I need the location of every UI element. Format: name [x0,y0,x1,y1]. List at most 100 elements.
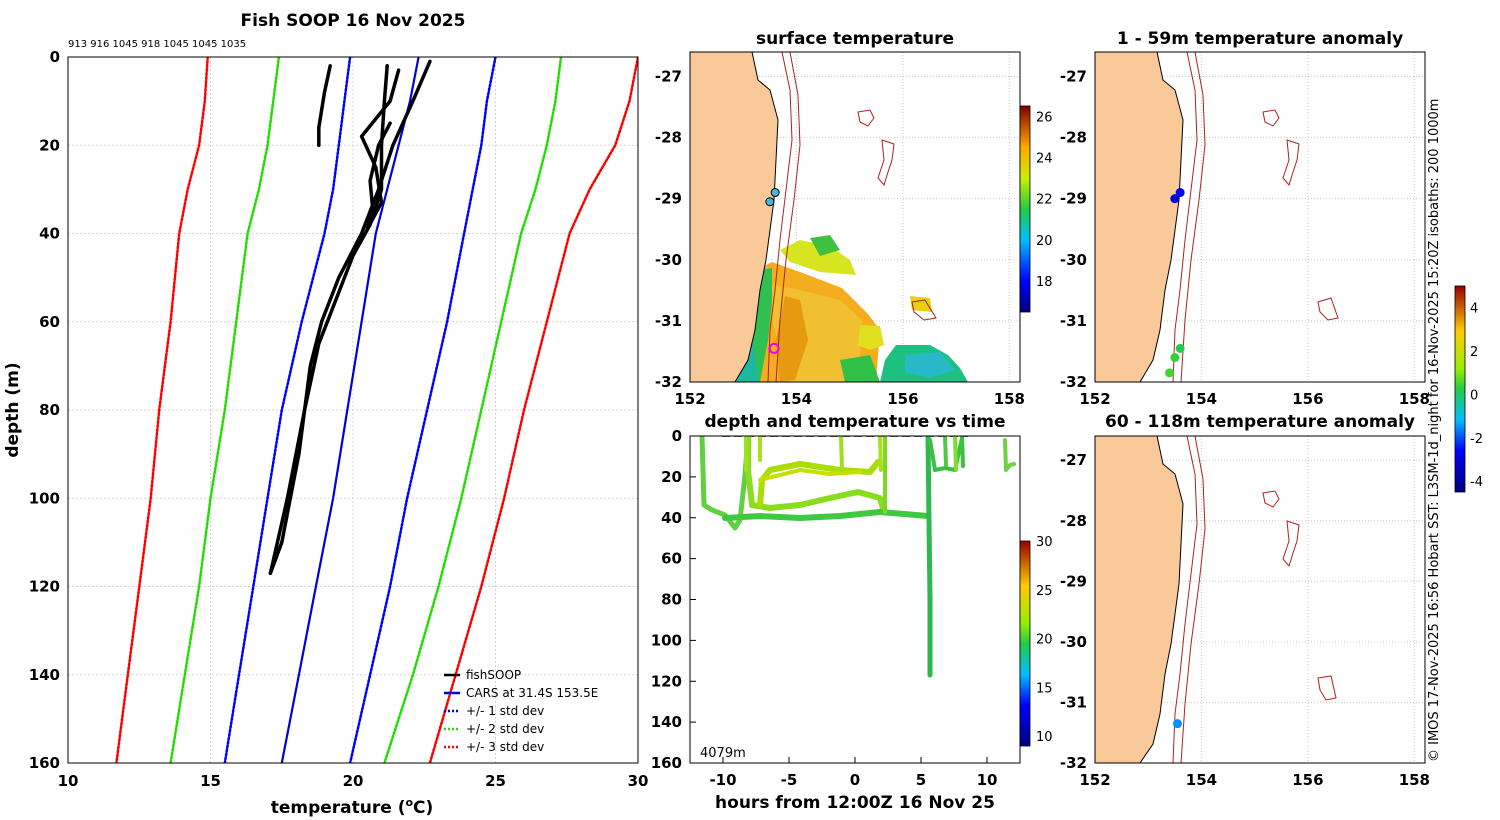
time-colorbar-tick: 15 [1036,681,1053,696]
time-tracks [699,436,1016,678]
time-ytick: 40 [661,509,682,527]
legend-entry: fishSOOP [466,668,521,682]
map-ytick: -28 [655,129,682,147]
anom2-points [1173,719,1182,729]
profile-series-line [115,57,209,763]
map-ytick: -28 [1060,129,1087,147]
anomaly-colorbar [1454,285,1466,493]
profile-xtick: 20 [343,772,364,790]
sst-colorbar-tick: 26 [1036,110,1053,125]
time-colorbar-tick: 10 [1036,730,1053,745]
time-annotation: 4079m [700,746,746,761]
anom1-dot [1170,353,1180,363]
profile-series-line [383,57,563,763]
legend-entry: +/- 2 std dev [466,722,544,736]
sst-colorbar-ticks: 18 20 22 24 26 [1036,110,1053,290]
map-ytick: -30 [1060,633,1087,651]
map-ytick: -27 [1060,451,1087,469]
time-ytick: 100 [651,631,682,649]
anomaly-colorbar-ticks: 4 2 0 -2 -4 [1470,302,1483,490]
map-ytick: -32 [1060,373,1087,391]
sst-colorbar-tick: 22 [1036,193,1053,208]
map-ytick: -32 [655,373,682,391]
sst-colorbar-tick: 20 [1036,234,1053,249]
map-xtick: 154 [1186,390,1217,408]
profile-series-line [359,68,401,231]
sst-coastline [690,52,779,382]
profile-ytick: 120 [29,578,60,596]
anom1-axes-box [1094,51,1426,383]
map-ytick: -31 [1060,693,1087,711]
time-ytick: 140 [651,713,682,731]
time-xtick: -5 [781,771,798,789]
map-xtick: 152 [1079,390,1110,408]
map-ytick: -27 [1060,67,1087,85]
time-xtick: -10 [709,771,736,789]
anom2-coastline [1095,436,1184,763]
sst-title: surface temperature [756,29,954,49]
map-xtick: 154 [781,390,812,408]
profile-panel: Fish SOOP 16 Nov 2025 913 916 1045 918 1… [3,11,648,818]
profile-series-line [280,57,420,763]
profile-ytick: 160 [29,754,60,772]
map-ytick: -29 [1060,572,1087,590]
map-ytick: -32 [1060,754,1087,772]
profile-ytick: 0 [50,48,60,66]
anom2-axes-box [1094,435,1426,764]
profile-lines [115,57,638,763]
legend-entry: CARS at 31.4S 153.5E [466,686,598,700]
profile-ytick: 80 [39,401,60,419]
sst-position-marker [768,342,780,354]
sst-colorbar [1019,105,1031,313]
map-xtick: 158 [994,390,1025,408]
profile-ytick: 40 [39,225,60,243]
sst-points [765,188,780,354]
anom1-dot [1175,343,1185,353]
time-xlabel: hours from 12:00Z 16 Nov 25 [715,793,995,813]
profile-ytick: 60 [39,313,60,331]
profile-axes-box [67,56,639,764]
time-ytick: 20 [661,468,682,486]
time-ytick: 160 [651,754,682,772]
profile-ticks: 10 15 20 25 30 0 20 40 60 80 100 120 140 160 [29,48,649,790]
time-colorbar [1019,540,1031,747]
profile-xtick: 30 [628,772,649,790]
map-ytick: -29 [1060,190,1087,208]
sst-colorbar-tick: 18 [1036,275,1053,290]
sst-map-panel: surface temperature [655,29,1053,408]
anom1-isobaths [1172,52,1339,382]
profile-xlabel: temperature (oC) [271,796,434,818]
time-xtick: 5 [916,771,926,789]
profile-title: Fish SOOP 16 Nov 2025 [241,11,466,31]
map-xtick: 156 [887,390,918,408]
map-ytick: -29 [655,190,682,208]
map-ytick: -30 [1060,251,1087,269]
anomaly-colorbar-tick: -4 [1470,475,1483,490]
anomaly-colorbar-tick: 0 [1470,388,1478,403]
anom1-points [1165,188,1185,378]
time-ytick: 0 [672,427,682,445]
profile-xtick: 25 [485,772,506,790]
side-caption: © IMOS 17-Nov-2025 16:56 Hobart SST: L3S… [1427,99,1442,762]
map-xtick: 154 [1186,771,1217,789]
sst-colorbar-tick: 24 [1036,152,1053,167]
profile-ytick: 100 [29,489,60,507]
profile-series-line [268,59,432,576]
anomaly-shallow-panel: 1 - 59m temperature anomaly 152 154 156 158… [1060,29,1430,408]
map-xtick: 156 [1292,390,1323,408]
anom2-title: 60 - 118m temperature anomaly [1105,412,1415,432]
profile-series-line [268,64,389,576]
time-ytick: 80 [661,591,682,609]
profile-series-line [348,57,497,763]
anomaly-deep-panel: 60 - 118m temperature anomaly 152 154 156 1… [1060,412,1430,789]
anom1-ticks: 152 154 156 158 -27 -28 -29 -30 -31 -32 [1060,67,1430,408]
map-xtick: 156 [1292,771,1323,789]
time-ytick: 120 [651,672,682,690]
map-xtick: 152 [674,390,705,408]
profile-series-line [428,57,638,763]
map-ytick: -30 [655,251,682,269]
time-colorbar-tick: 30 [1036,535,1053,550]
profile-series-line [223,57,352,763]
profile-top-ids: 913 916 1045 918 1045 1045 1035 [68,39,246,50]
